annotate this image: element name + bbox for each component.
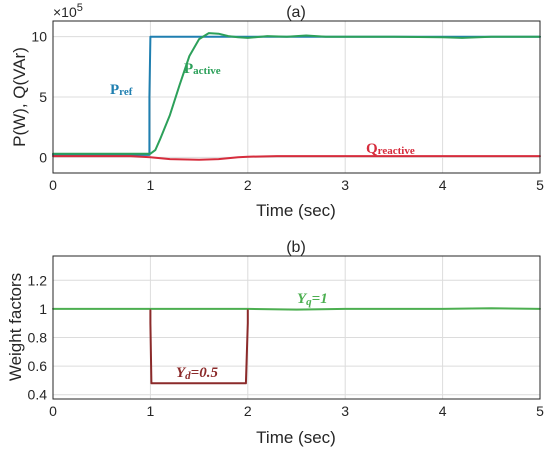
y-tick-label: 0.8: [28, 330, 48, 346]
plot-frame-a: [52, 20, 541, 174]
series-line-qreactive: [52, 155, 541, 161]
series-line-yd: [149, 309, 249, 385]
label-qreactive-main: Q: [366, 141, 378, 157]
title-a: (a): [286, 4, 306, 21]
label-pref: Pref: [110, 82, 133, 98]
label-qreactive-sub: reactive: [378, 145, 415, 157]
x-ticks-a: 0 1 2 3 4 5: [49, 177, 544, 193]
label-yq-main: Y: [297, 291, 308, 307]
series-line-yq: [52, 307, 541, 311]
xlabel-b: Time (sec): [256, 428, 336, 447]
y-ticks-a: 0 5 10: [31, 29, 47, 166]
label-yd-main: Y: [176, 365, 187, 381]
panel-b: 0 1 2 3 4 5 0.4 0.6 0.8 1 1.2 (b) Time (sec) Weig…: [6, 239, 544, 447]
y-exponent-label: ×105: [53, 2, 83, 20]
label-pactive: Pactive: [184, 61, 221, 77]
x-tick-label: 2: [244, 403, 252, 419]
x-tick-label: 0: [49, 177, 57, 193]
x-tick-label: 1: [147, 403, 155, 419]
y-tick-label: 5: [39, 89, 47, 105]
label-yq-sub: q: [306, 296, 312, 308]
x-tick-label: 5: [536, 177, 544, 193]
y-tick-label: 1: [39, 301, 47, 317]
x-tick-label: 0: [49, 403, 57, 419]
x-ticks-b: 0 1 2 3 4 5: [49, 403, 544, 419]
ylabel-b: Weight factors: [6, 273, 25, 381]
x-tick-label: 3: [341, 177, 349, 193]
label-yq-value: =1: [312, 291, 328, 307]
ylabel-a: P(W), Q(VAr): [10, 47, 29, 147]
y-tick-label: 0.4: [28, 387, 48, 403]
y-exponent-power: 5: [77, 2, 83, 14]
y-tick-label: 10: [31, 29, 47, 45]
x-tick-label: 5: [536, 403, 544, 419]
label-pref-sub: ref: [119, 86, 133, 98]
x-tick-label: 3: [341, 403, 349, 419]
y-exponent-base: ×10: [53, 4, 77, 20]
series-b: [52, 307, 541, 385]
label-yq: Yq=1: [297, 291, 328, 308]
grid-b: [53, 256, 540, 399]
series-a: [52, 32, 541, 161]
y-tick-label: 0: [39, 149, 47, 165]
label-yd: Yd=0.5: [176, 365, 218, 382]
label-yd-sub: d: [185, 370, 191, 382]
y-tick-label: 1.2: [28, 272, 48, 288]
y-tick-label: 0.6: [28, 358, 48, 374]
series-line-pactive: [52, 32, 541, 155]
title-b: (b): [286, 239, 306, 256]
label-pref-main: P: [110, 82, 119, 98]
x-tick-label: 4: [439, 177, 447, 193]
xlabel-a: Time (sec): [256, 201, 336, 220]
x-tick-label: 4: [439, 403, 447, 419]
x-tick-label: 2: [244, 177, 252, 193]
label-yd-value: =0.5: [191, 365, 219, 381]
label-pactive-sub: active: [193, 65, 221, 77]
label-pactive-main: P: [184, 61, 193, 77]
y-ticks-b: 0.4 0.6 0.8 1 1.2: [28, 272, 48, 402]
x-tick-label: 1: [147, 177, 155, 193]
label-qreactive: Qreactive: [366, 141, 415, 157]
plot-frame-b: [52, 255, 541, 400]
